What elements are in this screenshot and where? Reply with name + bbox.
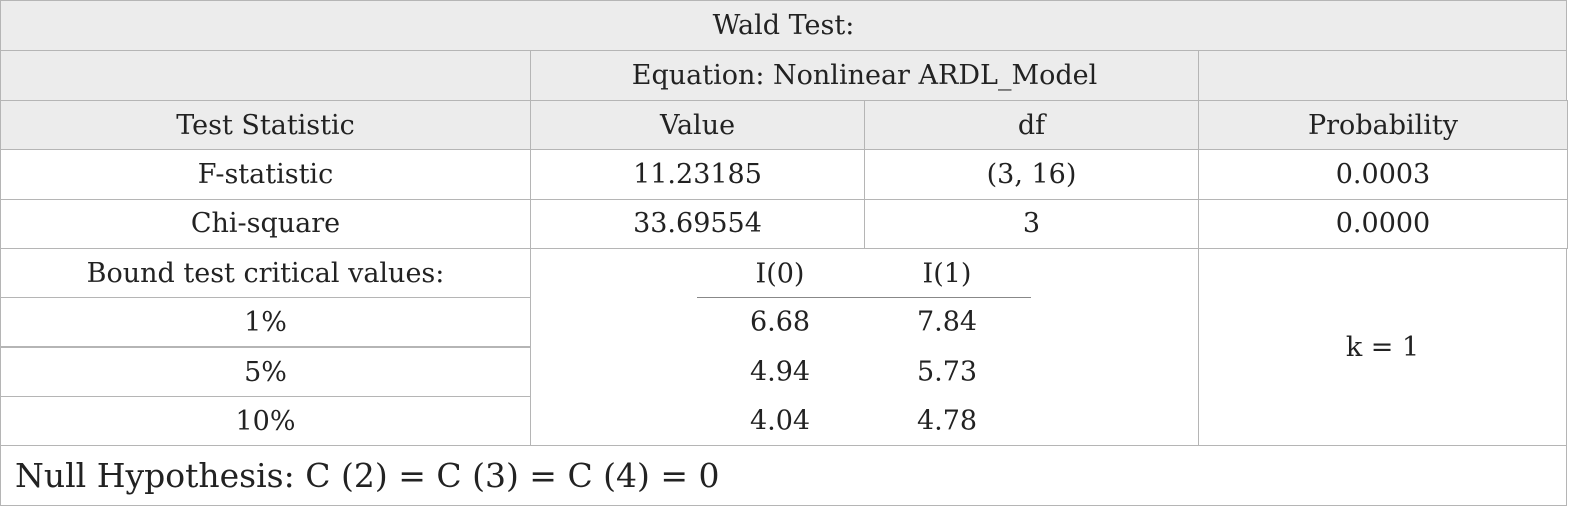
critical-value: 6.68 [749,306,811,338]
critical-value: 4.04 [749,405,811,437]
significance-level: 5% [0,347,531,397]
critical-value: 5.73 [916,356,978,388]
null-hypothesis: Null Hypothesis: C (2) = C (3) = C (4) =… [0,445,1567,506]
bounds-values-box [530,248,1199,446]
equation: Equation: Nonlinear ARDL_Model [530,50,1199,101]
bounds-column-header: I(0) [755,258,805,290]
data-cell: F-statistic [0,149,531,200]
significance-level: 10% [0,396,531,446]
title: Wald Test: [0,0,1567,51]
data-cell: 0.0003 [1198,149,1568,200]
data-cell: (3, 16) [864,149,1199,200]
header-cell: Probability [1198,100,1568,150]
bounds-note: k = 1 [1198,248,1567,446]
header-underline [697,297,1031,298]
data-cell: 3 [864,198,1199,249]
data-cell: 33.69554 [530,198,865,249]
critical-value: 7.84 [916,306,978,338]
bounds-label: Bound test critical values: [0,248,531,298]
header-cell: Test Statistic [0,100,531,150]
bounds-column-header: I(1) [922,258,972,290]
significance-level: 1% [0,297,531,347]
header-cell: Value [530,100,865,150]
blank-cell [0,50,531,101]
critical-value: 4.78 [916,405,978,437]
critical-value: 4.94 [749,356,811,388]
data-cell: Chi-square [0,198,531,249]
header-cell: df [864,100,1199,150]
data-cell: 11.23185 [530,149,865,200]
blank-cell [1198,50,1567,101]
data-cell: 0.0000 [1198,198,1568,249]
